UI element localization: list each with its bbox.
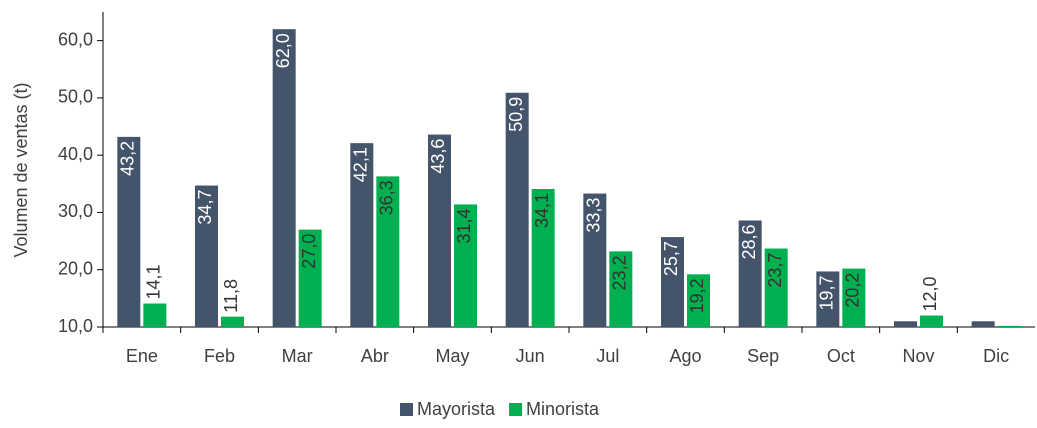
y-tick-label: 20,0 — [58, 258, 93, 278]
bar — [454, 204, 477, 327]
x-tick-label: Nov — [902, 346, 934, 366]
x-tick-label: Ago — [669, 346, 701, 366]
data-label: 20,2 — [843, 273, 863, 308]
data-label: 34,1 — [532, 193, 552, 228]
x-tick-label: Feb — [204, 346, 235, 366]
x-tick-label: Jul — [596, 346, 619, 366]
bar — [816, 271, 840, 327]
data-label: 23,2 — [610, 255, 630, 290]
bar — [997, 325, 1021, 327]
bar — [376, 176, 400, 327]
x-tick-label: Mar — [282, 346, 313, 366]
data-label: 14,1 — [144, 264, 164, 299]
x-tick-label: Abr — [361, 346, 389, 366]
data-label: 36,3 — [377, 180, 397, 215]
x-tick-label: Sep — [747, 346, 779, 366]
x-tick-label: Jun — [516, 346, 545, 366]
data-label: 23,7 — [765, 253, 785, 288]
y-tick-label: 40,0 — [58, 144, 93, 164]
bar — [117, 136, 141, 327]
legend-label: Mayorista — [417, 399, 496, 419]
data-label: 11,8 — [221, 279, 241, 313]
legend-label: Minorista — [526, 399, 600, 419]
y-tick-label: 50,0 — [58, 87, 93, 107]
y-tick-label: 30,0 — [58, 201, 93, 221]
bar — [842, 268, 866, 327]
bar — [350, 143, 374, 327]
bar — [221, 316, 244, 327]
y-tick-label: 10,0 — [58, 316, 93, 336]
x-tick-label: Ene — [126, 346, 158, 366]
data-label: 25,7 — [661, 241, 681, 276]
data-label: 31,4 — [454, 208, 474, 243]
data-label: 19,2 — [687, 278, 707, 313]
data-label: 43,2 — [118, 141, 138, 176]
bar — [298, 229, 322, 327]
bar — [609, 251, 633, 327]
y-tick-label: 60,0 — [58, 29, 93, 49]
bar — [764, 248, 788, 327]
x-tick-label: Dic — [983, 346, 1009, 366]
bar — [920, 315, 943, 327]
bar — [971, 321, 995, 327]
bar — [505, 92, 529, 327]
x-tick-label: May — [435, 346, 469, 366]
data-label: 27,0 — [299, 234, 319, 269]
bar — [583, 193, 607, 327]
data-label: 33,3 — [584, 198, 604, 233]
bar — [531, 188, 555, 327]
bar — [738, 220, 762, 327]
data-label: 50,9 — [506, 97, 526, 132]
bar — [195, 185, 218, 327]
bar — [894, 321, 917, 327]
data-label: 28,6 — [739, 224, 759, 259]
x-tick-label: Oct — [827, 346, 855, 366]
bar — [143, 303, 167, 327]
y-axis-title: Volumen de ventas (t) — [11, 82, 31, 257]
data-label: 12,0 — [920, 276, 940, 311]
bar — [687, 274, 710, 327]
bar — [428, 134, 451, 327]
legend-swatch — [400, 403, 413, 416]
legend-swatch — [509, 403, 523, 416]
bar — [272, 29, 296, 327]
data-label: 42,1 — [351, 147, 371, 182]
data-label: 62,0 — [273, 33, 293, 68]
data-label: 43,6 — [428, 139, 448, 174]
bar — [661, 237, 684, 327]
data-label: 34,7 — [195, 190, 215, 225]
data-label: 19,7 — [817, 275, 837, 310]
